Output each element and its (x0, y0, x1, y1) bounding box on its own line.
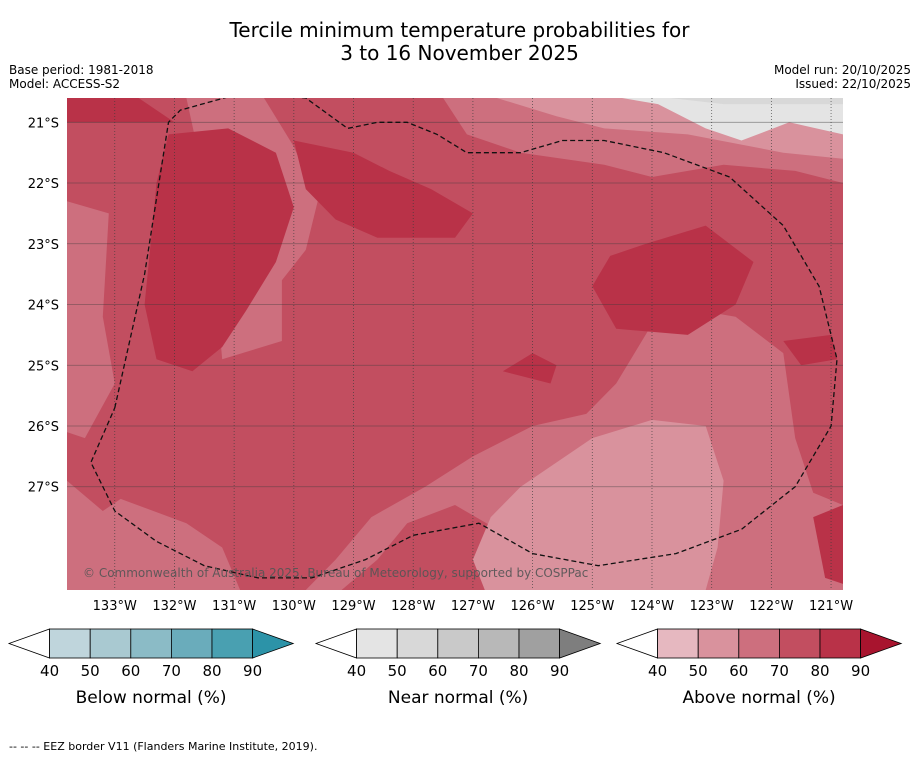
region-above-60-70-1 (67, 201, 115, 439)
x-tick-label: 133°W (93, 599, 137, 614)
colorbar-swatch (211, 628, 253, 659)
y-tick-label: 25°S (28, 359, 59, 374)
y-tick-label: 22°S (28, 177, 59, 192)
y-tick-label: 26°S (28, 420, 59, 435)
x-tick-label: 124°W (630, 599, 674, 614)
region-above-80-90-7 (293, 140, 473, 238)
y-tick-label: 21°S (28, 116, 59, 131)
colorbar-swatch (477, 628, 520, 659)
colorbar-below: 40 50 60 70 80 90 Below normal (%) (7, 628, 295, 708)
colorbar-upper-arrow (252, 628, 295, 659)
colorbar-tick-label: 60 (428, 662, 447, 680)
colorbar-upper-arrow (860, 628, 903, 659)
colorbar-swatch (697, 628, 740, 659)
copyright-note: © Commonwealth of Australia 2025, Bureau… (83, 566, 588, 580)
meta-left: Base period: 1981-2018 Model: ACCESS-S2 (9, 63, 154, 91)
colorbar-tick-label: 60 (121, 662, 140, 680)
colorbar-tick-label: 80 (202, 662, 221, 680)
colorbar-tick-label: 90 (243, 662, 262, 680)
colorbar-tick-label: 40 (648, 662, 667, 680)
x-tick-label: 127°W (451, 599, 495, 614)
colorbar-tick-label: 50 (689, 662, 708, 680)
model-name: Model: ACCESS-S2 (9, 77, 121, 91)
colorbar-swatch (738, 628, 780, 659)
colorbar-tick-label: 90 (550, 662, 569, 680)
colorbar-lower-arrow (314, 628, 358, 659)
region-near-40-50-15 (592, 98, 843, 141)
y-tick-label: 23°S (28, 238, 59, 253)
region-above-60-70-13 (443, 98, 843, 183)
colorbar-lower-arrow (7, 628, 50, 659)
x-tick-label: 129°W (331, 599, 375, 614)
base-period: Base period: 1981-2018 (9, 63, 154, 77)
colorbar-tick-label: 60 (729, 662, 748, 680)
x-tick-label: 122°W (749, 599, 793, 614)
colorbar-tick-label: 50 (81, 662, 100, 680)
region-above-80-90-6 (144, 128, 294, 372)
model-run: Model run: 20/10/2025 (773, 63, 911, 77)
colorbar-tick-label: 70 (469, 662, 488, 680)
y-tick-label: 24°S (28, 299, 59, 314)
x-tick-label: 126°W (511, 599, 555, 614)
region-above-60-70-2 (67, 480, 241, 590)
region-above-80-90-10 (502, 353, 557, 384)
x-tick-label: 125°W (570, 599, 614, 614)
colorbar-tick-label: 90 (851, 662, 870, 680)
x-tick-label: 132°W (152, 599, 196, 614)
chart-title-line-1: Tercile minimum temperature probabilitie… (229, 18, 690, 42)
colorbar-tick-label: 80 (509, 662, 528, 680)
eez-footer-note: -- -- -- EEZ border V11 (Flanders Marine… (9, 740, 318, 753)
colorbar-upper-arrow (559, 628, 602, 659)
x-tick-label: 123°W (690, 599, 734, 614)
colorbar-swatch (170, 628, 213, 659)
colorbar-swatch (396, 628, 439, 659)
colorbar-swatch (518, 628, 560, 659)
colorbar-title: Above normal (%) (683, 688, 836, 708)
chart-title-line-2: 3 to 16 November 2025 (340, 41, 579, 65)
colorbar-swatch (356, 628, 398, 659)
colorbar-swatch (437, 628, 479, 659)
colorbar-swatch (89, 628, 132, 659)
colorbar-tick-label: 40 (40, 662, 59, 680)
x-tick-label: 130°W (272, 599, 316, 614)
y-tick-label: 27°S (28, 481, 59, 496)
colorbar-swatch (49, 628, 91, 659)
region-above-80-90-8 (67, 98, 175, 123)
colorbar-near: 40 50 60 70 80 90 Near normal (%) (314, 628, 602, 708)
x-tick-label: 128°W (391, 599, 435, 614)
x-tick-label: 121°W (809, 599, 853, 614)
region-above-80-90-11 (783, 334, 837, 366)
colorbar-tick-label: 70 (770, 662, 789, 680)
eez-border-line (90, 98, 838, 579)
colorbar-swatch (130, 628, 172, 659)
graticule (67, 98, 843, 590)
colorbar-tick-label: 40 (347, 662, 366, 680)
region-near-50-60-16 (669, 98, 843, 105)
colorbar-swatch (819, 628, 861, 659)
region-above-80-90-9 (592, 225, 754, 335)
colorbar-tick-label: 70 (162, 662, 181, 680)
region-above-50-60-5 (472, 419, 724, 590)
colorbar-title: Near normal (%) (388, 688, 528, 708)
colorbar-swatch (779, 628, 821, 659)
colorbar-tick-label: 80 (810, 662, 829, 680)
region-above-80-90-12 (813, 505, 843, 584)
colorbar-above: 40 50 60 70 80 90 Above normal (%) (615, 628, 903, 708)
colorbar-title: Below normal (%) (76, 688, 227, 708)
issued-date: Issued: 22/10/2025 (795, 77, 911, 91)
colorbar-lower-arrow (615, 628, 658, 659)
meta-right: Model run: 20/10/2025 Issued: 22/10/2025 (774, 63, 911, 91)
colorbar-tick-label: 50 (388, 662, 407, 680)
x-tick-label: 131°W (212, 599, 256, 614)
probability-regions (67, 98, 843, 590)
colorbar-swatch (657, 628, 699, 659)
